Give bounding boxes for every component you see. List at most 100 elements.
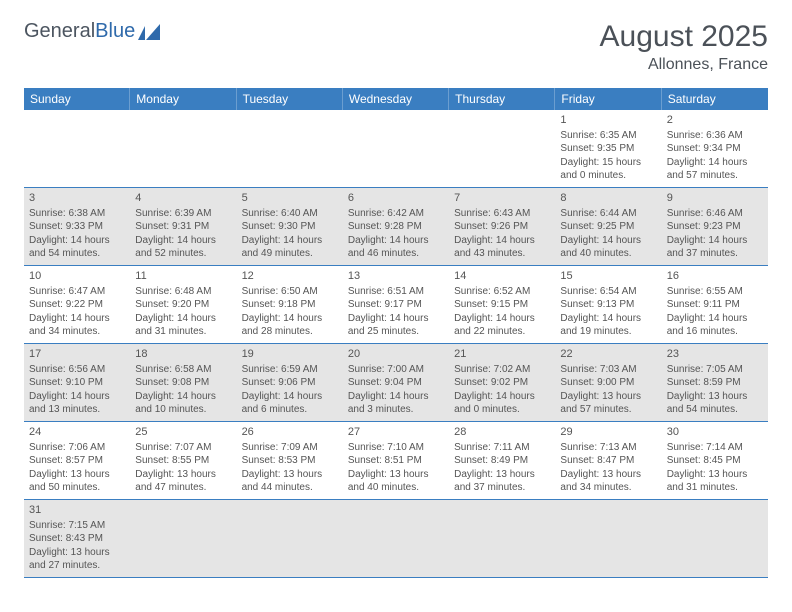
- logo-flag-icon: [138, 24, 160, 40]
- calendar-cell: 28Sunrise: 7:11 AMSunset: 8:49 PMDayligh…: [449, 422, 555, 500]
- day-number: 18: [135, 347, 231, 362]
- sunrise-text: Sunrise: 6:44 AM: [560, 207, 656, 221]
- month-title: August 2025: [600, 20, 768, 54]
- calendar-cell: 8Sunrise: 6:44 AMSunset: 9:25 PMDaylight…: [555, 188, 661, 266]
- sunset-text: Sunset: 9:13 PM: [560, 298, 656, 312]
- sunset-text: Sunset: 9:10 PM: [29, 376, 125, 390]
- day-number: 27: [348, 425, 444, 440]
- sunrise-text: Sunrise: 6:51 AM: [348, 285, 444, 299]
- title-block: August 2025 Allonnes, France: [600, 20, 768, 74]
- sunset-text: Sunset: 8:43 PM: [29, 532, 125, 546]
- day-number: 20: [348, 347, 444, 362]
- day-number: 17: [29, 347, 125, 362]
- calendar-cell: 12Sunrise: 6:50 AMSunset: 9:18 PMDayligh…: [237, 266, 343, 344]
- sunset-text: Sunset: 8:47 PM: [560, 454, 656, 468]
- day-number: 21: [454, 347, 550, 362]
- calendar-cell: [449, 110, 555, 188]
- sunrise-text: Sunrise: 6:40 AM: [242, 207, 338, 221]
- daylight-text: Daylight: 14 hours and 3 minutes.: [348, 390, 444, 417]
- sunrise-text: Sunrise: 6:58 AM: [135, 363, 231, 377]
- daylight-text: Daylight: 14 hours and 52 minutes.: [135, 234, 231, 261]
- calendar-cell: 7Sunrise: 6:43 AMSunset: 9:26 PMDaylight…: [449, 188, 555, 266]
- day-number: 26: [242, 425, 338, 440]
- daylight-text: Daylight: 14 hours and 40 minutes.: [560, 234, 656, 261]
- daylight-text: Daylight: 14 hours and 28 minutes.: [242, 312, 338, 339]
- calendar-cell: 16Sunrise: 6:55 AMSunset: 9:11 PMDayligh…: [662, 266, 768, 344]
- calendar-cell: 2Sunrise: 6:36 AMSunset: 9:34 PMDaylight…: [662, 110, 768, 188]
- weekday-header: Monday: [130, 88, 236, 110]
- day-number: 11: [135, 269, 231, 284]
- day-number: 22: [560, 347, 656, 362]
- day-number: 30: [667, 425, 763, 440]
- sunset-text: Sunset: 9:31 PM: [135, 220, 231, 234]
- sunrise-text: Sunrise: 7:06 AM: [29, 441, 125, 455]
- calendar-cell: [555, 500, 661, 578]
- day-number: 4: [135, 191, 231, 206]
- day-number: 2: [667, 113, 763, 128]
- sunrise-text: Sunrise: 6:48 AM: [135, 285, 231, 299]
- sunset-text: Sunset: 9:02 PM: [454, 376, 550, 390]
- calendar-cell: 10Sunrise: 6:47 AMSunset: 9:22 PMDayligh…: [24, 266, 130, 344]
- sunset-text: Sunset: 9:22 PM: [29, 298, 125, 312]
- daylight-text: Daylight: 14 hours and 25 minutes.: [348, 312, 444, 339]
- sunset-text: Sunset: 8:49 PM: [454, 454, 550, 468]
- calendar-cell: [343, 500, 449, 578]
- daylight-text: Daylight: 13 hours and 54 minutes.: [667, 390, 763, 417]
- day-number: 24: [29, 425, 125, 440]
- calendar-cell: 20Sunrise: 7:00 AMSunset: 9:04 PMDayligh…: [343, 344, 449, 422]
- daylight-text: Daylight: 14 hours and 34 minutes.: [29, 312, 125, 339]
- calendar-cell: 18Sunrise: 6:58 AMSunset: 9:08 PMDayligh…: [130, 344, 236, 422]
- day-number: 25: [135, 425, 231, 440]
- logo-word1: General: [24, 20, 95, 43]
- sunset-text: Sunset: 9:23 PM: [667, 220, 763, 234]
- calendar-cell: 1Sunrise: 6:35 AMSunset: 9:35 PMDaylight…: [555, 110, 661, 188]
- weekday-header: Friday: [555, 88, 661, 110]
- calendar-cell: 22Sunrise: 7:03 AMSunset: 9:00 PMDayligh…: [555, 344, 661, 422]
- calendar-cell: [237, 500, 343, 578]
- sunset-text: Sunset: 9:33 PM: [29, 220, 125, 234]
- day-number: 6: [348, 191, 444, 206]
- sunset-text: Sunset: 9:15 PM: [454, 298, 550, 312]
- sunrise-text: Sunrise: 7:09 AM: [242, 441, 338, 455]
- daylight-text: Daylight: 13 hours and 47 minutes.: [135, 468, 231, 495]
- day-number: 7: [454, 191, 550, 206]
- calendar-cell: 5Sunrise: 6:40 AMSunset: 9:30 PMDaylight…: [237, 188, 343, 266]
- sunset-text: Sunset: 9:26 PM: [454, 220, 550, 234]
- daylight-text: Daylight: 14 hours and 13 minutes.: [29, 390, 125, 417]
- sunrise-text: Sunrise: 6:52 AM: [454, 285, 550, 299]
- calendar-cell: 11Sunrise: 6:48 AMSunset: 9:20 PMDayligh…: [130, 266, 236, 344]
- calendar-cell: [343, 110, 449, 188]
- calendar-cell: 24Sunrise: 7:06 AMSunset: 8:57 PMDayligh…: [24, 422, 130, 500]
- sunrise-text: Sunrise: 6:59 AM: [242, 363, 338, 377]
- calendar-cell: 25Sunrise: 7:07 AMSunset: 8:55 PMDayligh…: [130, 422, 236, 500]
- sunrise-text: Sunrise: 6:56 AM: [29, 363, 125, 377]
- sunset-text: Sunset: 8:51 PM: [348, 454, 444, 468]
- sunrise-text: Sunrise: 6:43 AM: [454, 207, 550, 221]
- day-number: 8: [560, 191, 656, 206]
- sunrise-text: Sunrise: 7:03 AM: [560, 363, 656, 377]
- calendar-cell: 29Sunrise: 7:13 AMSunset: 8:47 PMDayligh…: [555, 422, 661, 500]
- sunset-text: Sunset: 9:06 PM: [242, 376, 338, 390]
- calendar-cell: 30Sunrise: 7:14 AMSunset: 8:45 PMDayligh…: [662, 422, 768, 500]
- day-number: 19: [242, 347, 338, 362]
- sunrise-text: Sunrise: 6:47 AM: [29, 285, 125, 299]
- sunset-text: Sunset: 8:57 PM: [29, 454, 125, 468]
- day-number: 16: [667, 269, 763, 284]
- weekday-header: Sunday: [24, 88, 130, 110]
- day-number: 3: [29, 191, 125, 206]
- day-number: 1: [560, 113, 656, 128]
- sunset-text: Sunset: 8:55 PM: [135, 454, 231, 468]
- day-number: 31: [29, 503, 125, 518]
- sunrise-text: Sunrise: 6:46 AM: [667, 207, 763, 221]
- day-number: 15: [560, 269, 656, 284]
- daylight-text: Daylight: 13 hours and 27 minutes.: [29, 546, 125, 573]
- weekday-header: Tuesday: [237, 88, 343, 110]
- logo: GeneralBlue: [24, 20, 160, 43]
- daylight-text: Daylight: 14 hours and 19 minutes.: [560, 312, 656, 339]
- sunset-text: Sunset: 9:30 PM: [242, 220, 338, 234]
- calendar-cell: 15Sunrise: 6:54 AMSunset: 9:13 PMDayligh…: [555, 266, 661, 344]
- day-number: 13: [348, 269, 444, 284]
- day-number: 14: [454, 269, 550, 284]
- sunrise-text: Sunrise: 7:10 AM: [348, 441, 444, 455]
- location: Allonnes, France: [600, 56, 768, 74]
